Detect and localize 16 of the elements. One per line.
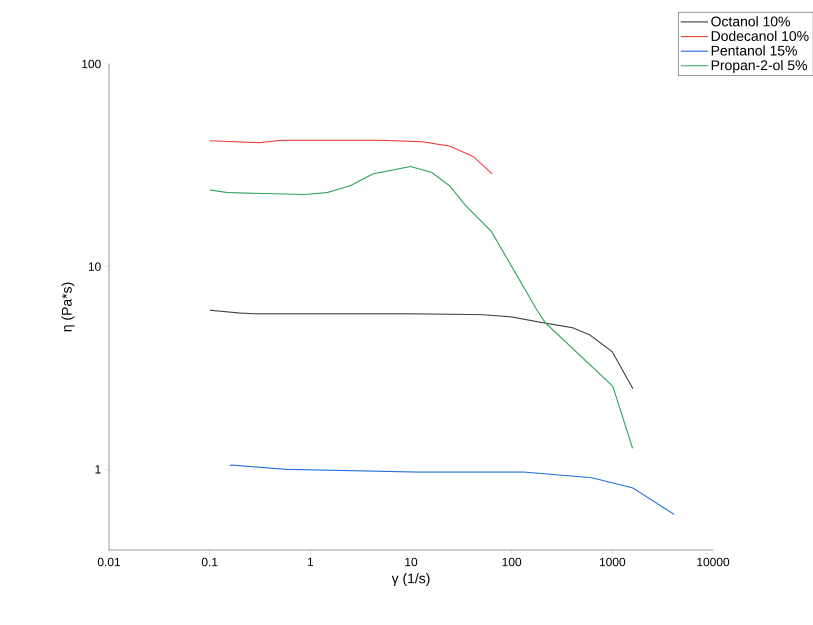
legend-label: Propan-2-ol 5% <box>712 60 807 73</box>
x-tick-label: 1 <box>308 558 314 566</box>
x-tick-label: 10 <box>405 558 418 566</box>
x-tick-label: 0.1 <box>202 558 218 566</box>
legend-label: Octanol 10% <box>711 16 790 26</box>
y-axis-title: η (Pa*s) <box>61 282 74 332</box>
x-tick-label: 1000 <box>600 558 626 566</box>
legend-label: Pentanol 15% <box>712 45 797 56</box>
x-axis-title: γ (1/s) <box>392 573 430 586</box>
x-tick-label: 100 <box>502 558 522 566</box>
legend-label: Dodecanol 10% <box>712 30 809 42</box>
y-tick-label: 1 <box>95 465 101 474</box>
y-tick-label: 10 <box>88 262 101 271</box>
y-tick-label: 100 <box>82 60 101 68</box>
x-tick-label: 0.01 <box>98 558 120 566</box>
x-tick-label: 10000 <box>697 558 730 566</box>
